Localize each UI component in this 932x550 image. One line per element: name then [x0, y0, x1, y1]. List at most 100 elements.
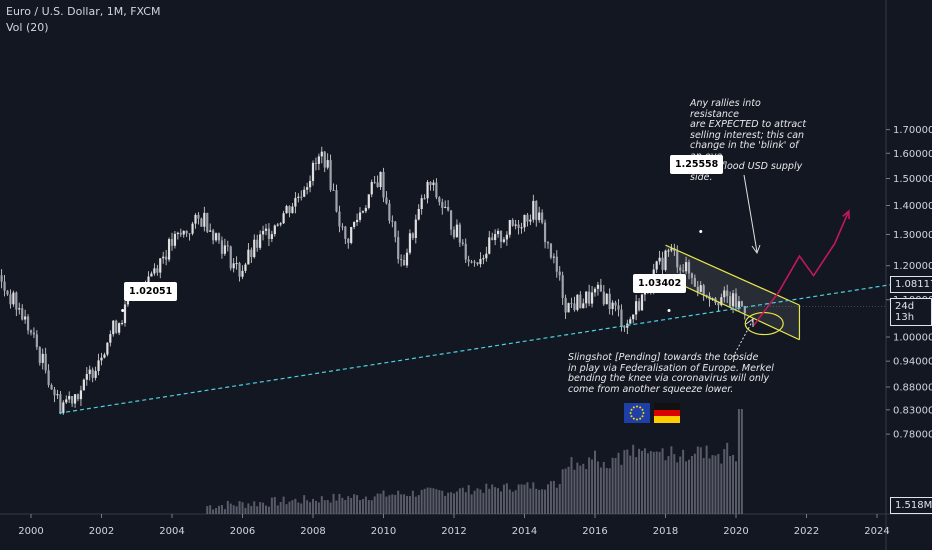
x-tick-label-0: 2000	[18, 526, 43, 537]
candle-110	[317, 153, 320, 171]
candle-235	[684, 256, 688, 275]
projection-arrowhead	[842, 209, 850, 220]
volume-bar-109	[526, 482, 529, 514]
candle-65	[185, 230, 188, 237]
candle-28	[76, 393, 80, 402]
volume-bar-165	[690, 455, 693, 514]
price-label-anchor-2	[667, 309, 671, 313]
volume-bar-3	[215, 508, 218, 514]
volume-bar-79	[438, 490, 441, 514]
candle-113	[326, 153, 329, 170]
candle-216	[629, 316, 632, 325]
volume-bar-65	[397, 490, 400, 514]
candle-103	[297, 193, 300, 203]
y-tick-label-3: 1.40000	[893, 201, 932, 212]
candle-79	[226, 240, 229, 252]
volume-bar-68	[406, 495, 408, 514]
candle-252	[734, 288, 738, 312]
candle-106	[306, 182, 309, 195]
candle-169	[491, 232, 494, 241]
volume-value-box: 1.518M	[890, 497, 932, 514]
volume-bar-97	[491, 484, 494, 514]
volume-bar-60	[382, 490, 385, 514]
candle-12	[29, 329, 33, 336]
candle-154	[447, 200, 450, 212]
candle-57	[162, 251, 165, 264]
volume-bar-121	[561, 469, 564, 514]
y-tick-label-10: 0.83000	[893, 405, 932, 416]
candle-191	[555, 250, 558, 278]
candle-148	[429, 181, 432, 191]
candle-236	[687, 259, 691, 280]
candle-35	[97, 353, 100, 376]
volume-bar-56	[370, 500, 373, 514]
candle-112	[323, 150, 326, 173]
candle-170	[494, 229, 497, 246]
volume-bar-117	[549, 481, 552, 514]
volume-bar-34	[306, 500, 309, 514]
volume-bar-101	[502, 484, 505, 514]
volume-bar-14	[247, 503, 250, 514]
candle-181	[526, 213, 529, 227]
germany-flag-icon	[654, 403, 680, 423]
candle-53	[150, 271, 153, 277]
candle-150	[435, 178, 438, 200]
volume-bar-166	[693, 453, 696, 514]
candle-197	[573, 296, 576, 312]
candle-115	[332, 183, 335, 191]
volume-bar-12	[241, 502, 244, 514]
candle-142	[411, 232, 414, 241]
note-arrow-bottom	[732, 319, 754, 358]
candle-239	[696, 280, 699, 297]
candle-165	[479, 252, 482, 268]
candle-76	[217, 232, 221, 244]
candle-163	[473, 259, 476, 267]
candle-71	[203, 206, 206, 232]
volume-bar-40	[323, 500, 326, 514]
slingshot-note: Slingshot [Pending] towards the topside …	[568, 352, 774, 395]
volume-bar-51	[356, 495, 359, 514]
candle-8	[18, 302, 21, 315]
candle-134	[388, 199, 391, 224]
candle-122	[353, 221, 356, 230]
volume-bar-160	[676, 462, 679, 514]
volume-bar-114	[541, 489, 544, 514]
candle-228	[664, 249, 667, 272]
candle-220	[640, 293, 644, 311]
volume-bar-71	[414, 496, 417, 514]
candle-247	[720, 293, 723, 307]
candle-128	[370, 179, 373, 198]
volume-bar-164	[688, 459, 690, 514]
candle-14	[35, 330, 38, 350]
volume-bar-147	[638, 448, 641, 514]
volume-bar-49	[350, 497, 353, 514]
candle-166	[482, 254, 485, 265]
volume-bar-58	[376, 493, 379, 514]
x-tick-label-12: 2024	[864, 526, 889, 537]
candle-21	[56, 389, 59, 400]
candle-60	[170, 232, 174, 251]
y-tick-label-0: 1.70000	[893, 125, 932, 136]
channel-fill	[665, 245, 800, 340]
candle-238	[693, 274, 696, 287]
candle-152	[441, 198, 444, 215]
volume-bar-128	[582, 463, 585, 514]
candle-139	[402, 254, 406, 266]
volume-bar-148	[641, 450, 643, 514]
x-tick-label-6: 2012	[441, 526, 466, 537]
candle-136	[394, 220, 397, 243]
x-tick-label-5: 2010	[371, 526, 396, 537]
candle-149	[432, 179, 435, 191]
volume-bar-171	[708, 458, 711, 514]
candle-9	[21, 304, 24, 321]
volume-bar-181	[737, 409, 740, 514]
candle-22	[59, 390, 62, 415]
candle-78	[223, 238, 226, 256]
volume-bar-142	[623, 450, 626, 514]
candle-195	[567, 302, 570, 313]
volume-bar-72	[417, 495, 420, 514]
candle-219	[637, 297, 641, 312]
volume-bar-55	[367, 500, 370, 514]
volume-bar-26	[282, 496, 285, 514]
